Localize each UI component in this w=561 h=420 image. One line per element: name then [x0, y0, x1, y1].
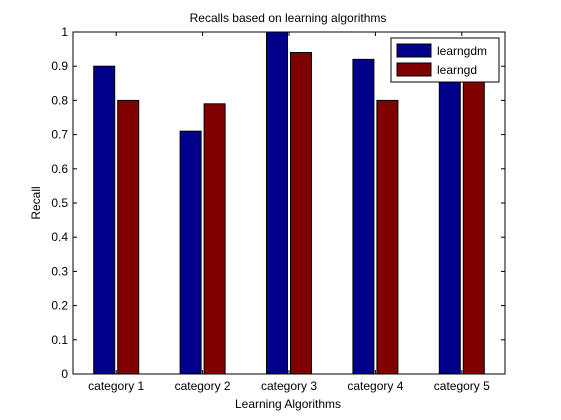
legend-swatch-learngdm: [396, 43, 432, 58]
x-tick-label: category 5: [434, 379, 490, 393]
y-tick-label: 0.1: [51, 333, 68, 347]
y-tick-label: 1: [61, 25, 68, 39]
y-tick-label: 0.5: [51, 196, 68, 210]
bar-learngd-3: [290, 52, 312, 375]
x-tick-label: category 2: [175, 379, 231, 393]
y-tick-label: 0.8: [51, 93, 68, 107]
x-tick-label: category 3: [261, 379, 317, 393]
bar-learngd-2: [203, 103, 226, 375]
legend-label-learngdm: learngdm: [437, 44, 487, 58]
plot-area: 0 0.1 0.2 0.3 0.4 0.5 0.6 0.7 0.8 0.9 1 category 1 c…: [51, 25, 506, 393]
legend: learngdm learngd: [390, 37, 500, 83]
x-axis-label: Learning Algorithms: [235, 397, 341, 411]
bar-learngdm-5: [438, 69, 461, 375]
bar-learngd-1: [117, 99, 140, 375]
y-tick-label: 0.9: [51, 59, 68, 73]
bar-learngd-5: [462, 72, 485, 375]
x-tick-label: category 1: [88, 379, 144, 393]
bar-learngd-4: [376, 99, 399, 375]
y-tick-label: 0.3: [51, 264, 68, 278]
legend-label-learngd: learngd: [437, 63, 477, 77]
y-tick-label: 0.2: [51, 299, 68, 313]
bar-learngdm-4: [352, 58, 375, 375]
y-tick-label: 0.6: [51, 162, 68, 176]
y-tick-label: 0.7: [51, 128, 68, 142]
bar-learngdm-2: [179, 130, 202, 375]
x-tick-label: category 4: [347, 379, 403, 393]
chart-title: Recalls based on learning algorithms: [190, 11, 387, 25]
y-tick-label: 0.4: [51, 230, 68, 244]
y-tick-label: 0: [61, 367, 68, 381]
legend-swatch-learngd: [396, 62, 432, 77]
bar-learngdm-1: [93, 65, 116, 375]
plot-frame: [72, 31, 506, 375]
y-axis-label: Recall: [29, 186, 43, 219]
bar-learngdm-3: [266, 31, 288, 375]
